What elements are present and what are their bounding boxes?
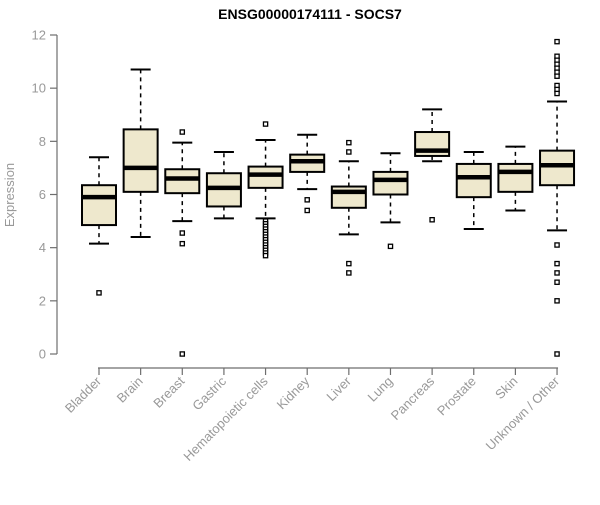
box-liver [330, 139, 367, 276]
iqr-box [164, 168, 201, 195]
y-tick-label: 12 [32, 28, 46, 43]
box-pancreas [414, 108, 451, 223]
outlier-point [179, 351, 186, 357]
box-unknown-other [539, 38, 576, 357]
x-tick-label-kidney: Kidney [274, 373, 313, 412]
chart-title: ENSG00000174111 - SOCS7 [218, 6, 402, 22]
outlier-point [554, 279, 560, 285]
outlier-point [304, 207, 310, 214]
outlier-point [554, 90, 560, 97]
iqr-box [497, 162, 534, 193]
outlier-point [346, 139, 352, 146]
y-tick-label: 4 [39, 240, 46, 255]
x-tick-label-brain: Brain [114, 374, 146, 406]
outlier-point [554, 73, 560, 79]
outlier-point [554, 298, 560, 304]
x-tick-label-liver: Liver [323, 373, 354, 404]
box-skin [497, 145, 534, 212]
y-tick-label: 8 [39, 134, 46, 149]
box-breast [164, 129, 201, 357]
outlier-point [179, 129, 186, 135]
x-tick-label-prostate: Prostate [434, 374, 479, 419]
iqr-box [455, 162, 492, 199]
outlier-point [346, 270, 352, 276]
outlier-point [554, 260, 560, 267]
x-tick-label-skin: Skin [492, 374, 520, 402]
box-gastric [205, 150, 242, 220]
iqr-box [81, 184, 117, 227]
box-brain [122, 68, 159, 239]
x-tick-label-lung: Lung [365, 374, 396, 405]
iqr-box [122, 128, 159, 193]
outlier-point [262, 121, 269, 127]
iqr-box [539, 149, 576, 187]
y-tick-label: 2 [39, 293, 46, 308]
box-lung [372, 152, 409, 250]
outlier-point [554, 38, 560, 45]
y-axis-title: Expression [2, 163, 17, 227]
outlier-point [429, 217, 435, 223]
iqr-box [372, 170, 409, 196]
y-tick-label: 0 [39, 347, 46, 362]
outlier-point [554, 270, 560, 276]
box-hematopoietic-cells [247, 121, 284, 259]
x-tick-label-gastric: Gastric [189, 373, 229, 413]
outlier-point [346, 260, 352, 267]
box-bladder [81, 156, 117, 296]
x-tick-label-pancreas: Pancreas [388, 373, 438, 423]
box-kidney [289, 133, 326, 214]
outlier-point [554, 242, 560, 248]
outlier-point [304, 197, 310, 203]
y-tick-label: 10 [32, 81, 46, 96]
outlier-point [262, 252, 269, 259]
y-tick-label: 6 [39, 187, 46, 202]
outlier-point [179, 240, 186, 247]
outlier-point [387, 243, 394, 250]
outlier-point [179, 230, 186, 236]
box-prostate [455, 150, 492, 231]
outlier-point [346, 149, 352, 155]
outlier-point [96, 290, 102, 296]
x-tick-label-bladder: Bladder [62, 373, 105, 416]
x-tick-label-unknown-other: Unknown / Other [483, 373, 563, 453]
x-tick-label-breast: Breast [150, 373, 187, 410]
outlier-point [554, 351, 560, 357]
iqr-box [247, 165, 284, 189]
